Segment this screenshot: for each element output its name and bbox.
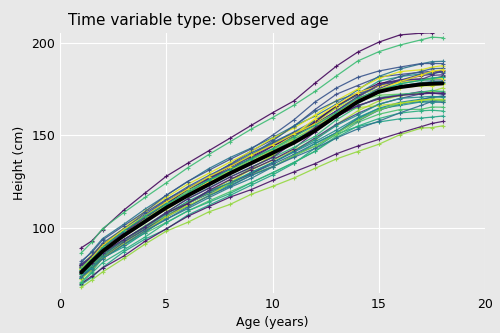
Y-axis label: Height (cm): Height (cm) — [12, 126, 26, 200]
X-axis label: Age (years): Age (years) — [236, 316, 309, 329]
Text: Time variable type: Observed age: Time variable type: Observed age — [68, 13, 329, 28]
